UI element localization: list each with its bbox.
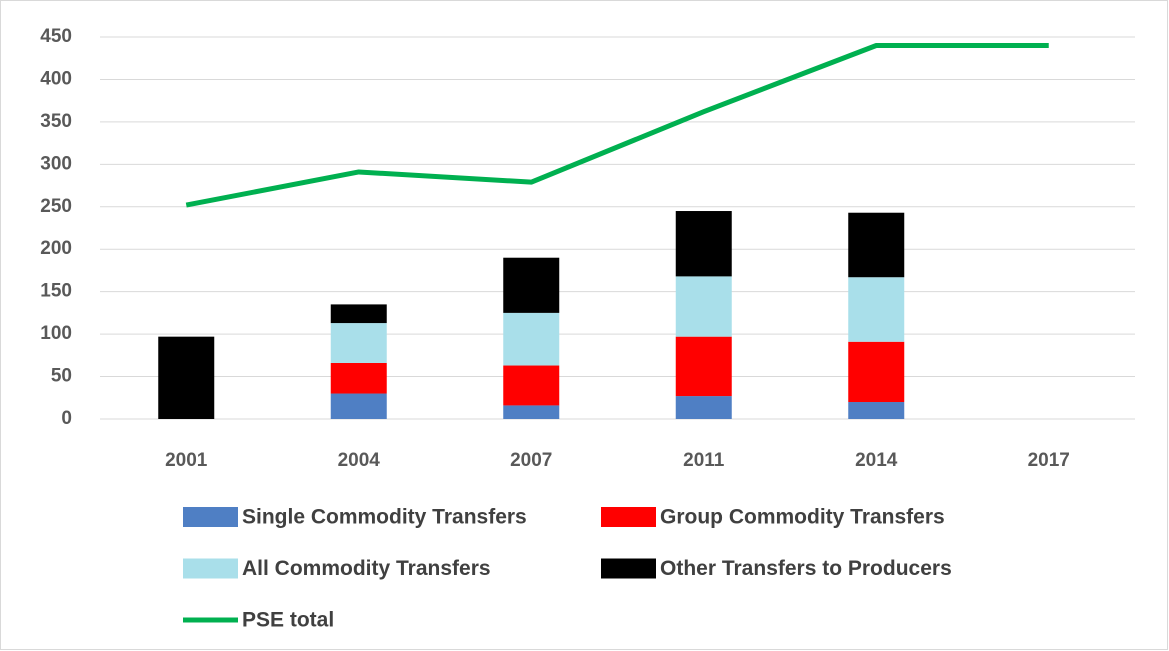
bar bbox=[675, 336, 732, 397]
bar bbox=[503, 405, 560, 419]
bar bbox=[848, 277, 905, 342]
y-tick-label: 50 bbox=[51, 366, 72, 387]
y-tick-label: 250 bbox=[40, 196, 72, 217]
y-tick-label: 200 bbox=[40, 238, 72, 259]
bar bbox=[158, 336, 215, 419]
bar bbox=[675, 276, 732, 337]
bar bbox=[503, 312, 560, 366]
bar bbox=[848, 402, 905, 419]
x-tick-label: 2007 bbox=[510, 450, 552, 471]
bar bbox=[330, 362, 387, 394]
legend-swatch bbox=[183, 558, 238, 579]
bar bbox=[330, 323, 387, 363]
line bbox=[185, 42, 1049, 208]
bar bbox=[675, 211, 732, 277]
y-tick-label: 350 bbox=[40, 111, 72, 132]
x-tick-label: 2011 bbox=[683, 450, 725, 471]
legend-label: PSE total bbox=[242, 609, 334, 632]
y-tick-label: 300 bbox=[40, 153, 72, 174]
legend-swatch bbox=[601, 507, 656, 527]
bar bbox=[330, 393, 387, 419]
legend-swatch bbox=[183, 507, 238, 527]
y-tick-label: 450 bbox=[40, 26, 72, 47]
legend-label: All Commodity Transfers bbox=[242, 557, 491, 580]
bar bbox=[330, 304, 387, 324]
x-tick-label: 2004 bbox=[338, 450, 381, 471]
bar bbox=[503, 257, 560, 313]
legend-label: Other Transfers to Producers bbox=[660, 557, 952, 580]
y-tick-label: 100 bbox=[40, 323, 72, 344]
x-tick-label: 2001 bbox=[165, 450, 208, 471]
legend-label: Group Commodity Transfers bbox=[660, 506, 945, 529]
x-tick-label: 2014 bbox=[855, 450, 898, 471]
y-tick-label: 150 bbox=[40, 281, 72, 302]
bar bbox=[503, 365, 560, 406]
bar bbox=[848, 341, 905, 403]
legend-label: Single Commodity Transfers bbox=[242, 506, 527, 529]
y-tick-label: 0 bbox=[61, 408, 72, 429]
bar bbox=[848, 212, 905, 278]
marks bbox=[158, 42, 1049, 419]
legend: Single Commodity Transfers Group Commodit… bbox=[183, 506, 952, 632]
grid: 0 50 100 150 200 250 300 350 400 450 2001 2004 2007 2… bbox=[40, 26, 1135, 471]
y-tick-label: 400 bbox=[40, 68, 72, 89]
x-tick-label: 2017 bbox=[1028, 450, 1070, 471]
legend-swatch bbox=[601, 558, 656, 579]
bar bbox=[675, 396, 732, 419]
